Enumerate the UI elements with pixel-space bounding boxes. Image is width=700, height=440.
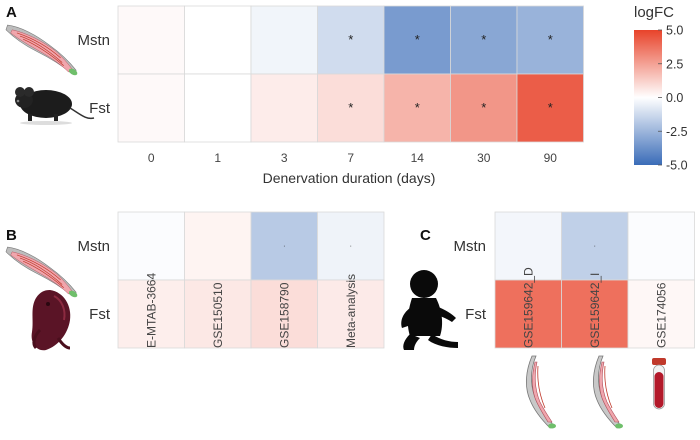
heatmap-b: · · · · · · Mstn Fst E-MTAB-3664 GSE150510 GSE1587… xyxy=(77,211,385,349)
legend-tick-label: -2.5 xyxy=(666,125,688,139)
heatmap-cell xyxy=(184,5,252,75)
row-label: Mstn xyxy=(77,238,110,255)
heatmap-cell xyxy=(184,211,252,281)
heatmap-cell xyxy=(117,5,185,75)
x-tick-label: GSE174056 xyxy=(654,282,668,348)
legend-title: logFC xyxy=(634,4,674,21)
heatmap-cell xyxy=(494,279,562,349)
muscle-icon xyxy=(5,246,79,300)
heatmap-cell xyxy=(494,211,562,281)
legend-tick-label: 5.0 xyxy=(666,24,683,38)
significance-marker: · xyxy=(527,311,529,318)
significance-marker: · xyxy=(150,311,152,318)
panel-label-a: A xyxy=(6,4,17,21)
heatmap-cell xyxy=(383,73,451,143)
x-tick-label: 90 xyxy=(544,151,558,165)
legend-tick-label: 2.5 xyxy=(666,57,683,71)
x-tick-label: 7 xyxy=(347,151,354,165)
legend-colorbar xyxy=(634,30,662,165)
heatmap-cell xyxy=(450,73,518,143)
heatmap-cell xyxy=(117,211,185,281)
x-tick-label: GSE159642_I xyxy=(588,273,602,348)
heatmap-cell xyxy=(117,73,185,143)
heatmap-cell xyxy=(184,279,252,349)
leg-muscle-icon xyxy=(592,355,624,429)
row-label: Fst xyxy=(89,306,111,323)
heatmap-cell xyxy=(117,279,185,349)
heatmap-cell xyxy=(317,211,385,281)
x-tick-label: 3 xyxy=(281,151,288,165)
heatmap-cell xyxy=(317,73,385,143)
heatmap-cell xyxy=(627,279,695,349)
blood-tube-icon xyxy=(652,358,666,410)
panel-label-c: C xyxy=(420,227,431,244)
significance-marker: * xyxy=(415,32,420,47)
heatmap-cell xyxy=(184,73,252,143)
panel-label-b: B xyxy=(6,227,17,244)
significance-marker: * xyxy=(481,32,486,47)
row-label: Fst xyxy=(89,100,111,117)
legend-tick-label: -5.0 xyxy=(666,159,688,173)
x-tick-label: GSE158790 xyxy=(277,282,291,348)
heatmap-cell xyxy=(516,5,584,75)
x-tick-label: Meta-analysis xyxy=(344,274,358,348)
significance-marker: · xyxy=(594,311,596,318)
row-label: Fst xyxy=(465,306,487,323)
x-tick-label: 0 xyxy=(148,151,155,165)
significance-marker: · xyxy=(350,311,352,318)
x-tick-label: 14 xyxy=(411,151,425,165)
heatmap-cell xyxy=(250,211,318,281)
heatmap-cell xyxy=(250,73,318,143)
significance-marker: * xyxy=(548,32,553,47)
heatmap-cell xyxy=(450,5,518,75)
heatmap-a: * * * * * * * * Mstn Fst 0 1 3 7 14 30 90 Denervation dur… xyxy=(77,5,584,186)
mouse-icon xyxy=(15,87,95,125)
heatmap-cell xyxy=(250,279,318,349)
significance-marker: * xyxy=(415,100,420,115)
significance-marker: · xyxy=(217,311,219,318)
heatmap-c: · · · Mstn Fst GSE159642_D GSE159642_I GSE17405… xyxy=(453,211,695,349)
heatmap-cell xyxy=(317,5,385,75)
muscle-icon xyxy=(5,24,79,78)
x-tick-label: GSE159642_D xyxy=(521,267,535,348)
significance-marker: * xyxy=(548,100,553,115)
x-tick-label: 30 xyxy=(477,151,491,165)
legend-tick-label: 0.0 xyxy=(666,91,683,105)
significance-marker: · xyxy=(283,243,285,250)
significance-marker: · xyxy=(283,311,285,318)
x-axis-title: Denervation duration (days) xyxy=(263,170,436,186)
row-label: Mstn xyxy=(77,32,110,49)
heatmap-cell xyxy=(561,211,629,281)
heatmap-cell xyxy=(561,279,629,349)
neonatal-mouse-icon xyxy=(31,290,71,351)
row-label: Mstn xyxy=(453,238,486,255)
infant-silhouette-icon xyxy=(401,270,458,350)
heatmap-cell xyxy=(627,211,695,281)
significance-marker: · xyxy=(350,243,352,250)
x-tick-label: E-MTAB-3664 xyxy=(144,273,158,348)
heatmap-cell xyxy=(317,279,385,349)
significance-marker: · xyxy=(594,243,596,250)
significance-marker: * xyxy=(348,32,353,47)
x-tick-label: GSE150510 xyxy=(211,282,225,348)
heatmap-cell xyxy=(516,73,584,143)
leg-muscle-icon xyxy=(525,355,557,429)
heatmap-cell xyxy=(250,5,318,75)
significance-marker: * xyxy=(348,100,353,115)
x-tick-label: 1 xyxy=(214,151,221,165)
color-legend: logFC 5.0 2.5 0.0 -2.5 -5.0 xyxy=(634,4,688,173)
significance-marker: * xyxy=(481,100,486,115)
